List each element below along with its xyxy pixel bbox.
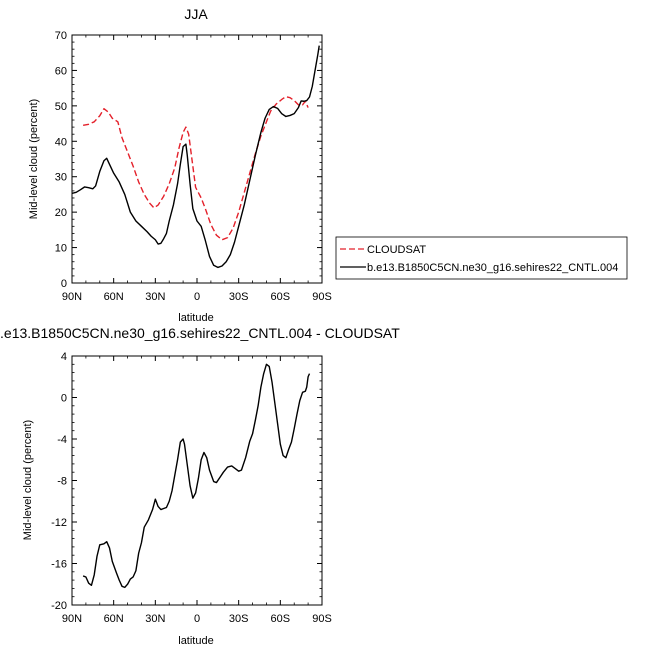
bottom-x-tick-label: 90S <box>312 613 332 625</box>
bottom-x-tick-label: 30N <box>145 613 165 625</box>
legend-box <box>335 236 628 280</box>
bottom-y-tick-label: -20 <box>51 600 67 612</box>
top-y-tick-label: 30 <box>55 172 67 184</box>
top-x-tick-label: 30S <box>229 291 249 303</box>
bottom-x-tick-label: 60S <box>271 613 291 625</box>
top-x-tick-label: 90N <box>62 291 82 303</box>
top-x-axis-label: latitude <box>178 312 213 324</box>
top-plot-frame <box>71 34 323 284</box>
bottom-y-tick-label: 0 <box>61 393 67 405</box>
legend-label-model: b.e13.B1850C5CN.ne30_g16.sehires22_CNTL.… <box>367 262 618 274</box>
bottom-x-tick-label: 30S <box>229 613 249 625</box>
top-x-tick-label: 60S <box>271 291 291 303</box>
bottom-panel: b.e13.B1850C5CN.ne30_g16.sehires22_CNTL.… <box>0 325 400 647</box>
top-series-line-cloudsat <box>82 95 309 241</box>
legend-label-cloudsat: CLOUDSAT <box>367 244 426 256</box>
legend: CLOUDSAT b.e13.B1850C5CN.ne30_g16.sehire… <box>335 236 628 280</box>
bottom-x-tick-label: 90N <box>62 613 82 625</box>
top-y-tick-label: 20 <box>55 207 67 219</box>
bottom-y-axis-label: Mid-level cloud (percent) <box>22 420 34 540</box>
top-y-tick-label: 0 <box>61 278 67 290</box>
top-y-tick-label: 60 <box>55 65 67 77</box>
top-x-tick-label: 0 <box>194 291 200 303</box>
bottom-y-ticks: -20 -16 -12 -8 -4 0 4 <box>51 351 322 612</box>
bottom-y-tick-label: -16 <box>51 559 67 571</box>
bottom-y-tick-label: -8 <box>57 476 67 488</box>
bottom-y-tick-label: -4 <box>57 434 67 446</box>
bottom-plot-frame <box>71 355 323 606</box>
bottom-y-tick-label: -12 <box>51 517 67 529</box>
top-series-lines <box>71 45 320 269</box>
top-x-tick-label: 60N <box>104 291 124 303</box>
bottom-series-line-difference <box>82 363 311 589</box>
top-y-tick-label: 40 <box>55 136 67 148</box>
top-series-line-model <box>71 45 320 269</box>
bottom-x-tick-label: 0 <box>194 613 200 625</box>
top-x-tick-label: 30N <box>145 291 165 303</box>
bottom-x-ticks: 90N 60N 30N 0 30S 60S 90S <box>62 356 332 625</box>
bottom-x-axis-label: latitude <box>178 635 213 647</box>
top-y-tick-label: 70 <box>55 30 67 42</box>
top-x-tick-label: 90S <box>312 291 332 303</box>
top-y-tick-label: 10 <box>55 243 67 255</box>
bottom-chart-title: b.e13.B1850C5CN.ne30_g16.sehires22_CNTL.… <box>0 325 400 341</box>
bottom-x-tick-label: 60N <box>104 613 124 625</box>
top-y-ticks: 0 10 20 30 40 50 60 70 <box>55 30 322 290</box>
top-x-ticks: 90N 60N 30N 0 30S 60S 90S <box>62 35 332 303</box>
top-chart-title: JJA <box>184 6 208 22</box>
bottom-series-lines <box>82 363 311 589</box>
bottom-y-tick-label: 4 <box>61 351 67 363</box>
top-y-tick-label: 50 <box>55 101 67 113</box>
top-y-axis-label: Mid-level cloud (percent) <box>28 99 40 219</box>
